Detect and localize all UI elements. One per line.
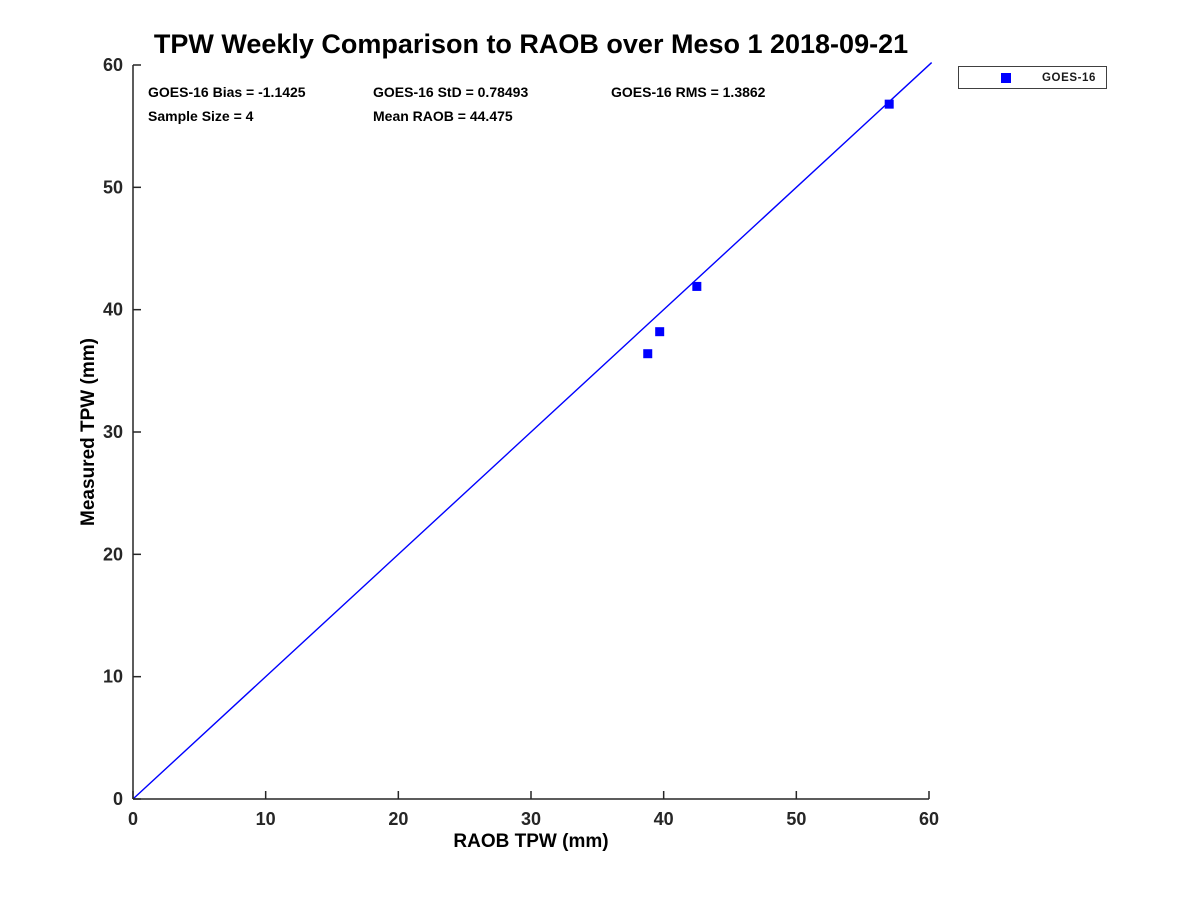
x-axis-label: RAOB TPW (mm) bbox=[453, 831, 609, 852]
chart-title: TPW Weekly Comparison to RAOB over Meso … bbox=[153, 29, 909, 59]
x-tick-label: 60 bbox=[919, 809, 939, 829]
y-tick-label: 10 bbox=[103, 667, 123, 687]
x-tick-label: 0 bbox=[128, 809, 138, 829]
y-tick-label: 40 bbox=[103, 300, 123, 320]
x-tick-label: 50 bbox=[786, 809, 806, 829]
legend-label: GOES-16 bbox=[1042, 71, 1097, 84]
stat-rms: GOES-16 RMS = 1.3862 bbox=[611, 84, 766, 100]
y-tick-label: 30 bbox=[103, 422, 123, 442]
data-point bbox=[692, 281, 702, 291]
x-tick-label: 10 bbox=[256, 809, 276, 829]
y-tick-label: 0 bbox=[113, 789, 123, 809]
legend-square-marker-icon bbox=[1001, 72, 1011, 83]
data-point bbox=[655, 327, 665, 337]
y-tick-label: 20 bbox=[103, 544, 123, 564]
identity-line bbox=[132, 62, 933, 800]
legend: GOES-16 bbox=[958, 66, 1107, 89]
stat-mean-raob: Mean RAOB = 44.475 bbox=[373, 108, 513, 124]
x-tick-label: 30 bbox=[521, 809, 541, 829]
y-tick-label: 60 bbox=[103, 55, 123, 75]
stat-bias: GOES-16 Bias = -1.1425 bbox=[148, 84, 306, 100]
y-tick-label: 50 bbox=[103, 177, 123, 197]
stat-std: GOES-16 StD = 0.78493 bbox=[373, 84, 529, 100]
stat-sample-size: Sample Size = 4 bbox=[148, 108, 254, 124]
x-tick-label: 20 bbox=[388, 809, 408, 829]
x-tick-label: 40 bbox=[654, 809, 674, 829]
data-point bbox=[643, 349, 653, 359]
data-point bbox=[884, 99, 894, 109]
